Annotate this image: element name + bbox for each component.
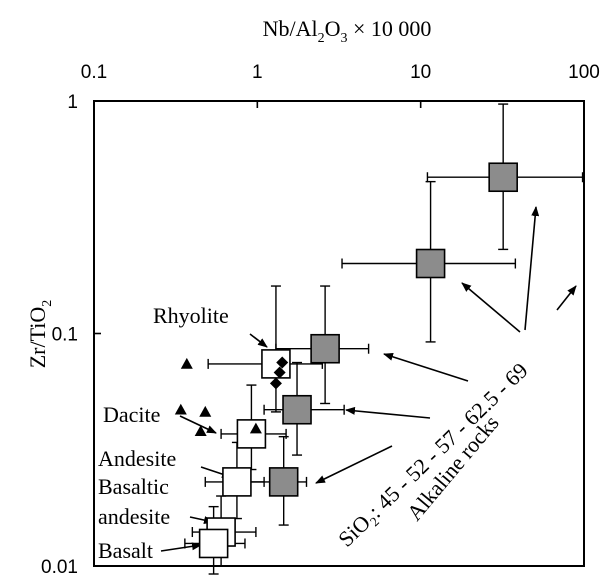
rock-labels: Rhyolite Dacite Andesite Basaltic andesi…	[98, 303, 229, 563]
arrow-sio2-62-5	[461, 282, 521, 333]
x-tick-label: 100	[568, 62, 600, 83]
sio2-annotation: SiO₂: 45 - 52 - 57 - 62.5 - 69	[333, 358, 533, 552]
rock-label-dacite: Dacite	[103, 402, 160, 427]
triangle-marker	[249, 422, 262, 434]
triangle-marker	[174, 403, 187, 415]
rock-label-andesite: Andesite	[98, 446, 176, 471]
filled-square-marker	[282, 394, 312, 425]
y-tick-label: 0.01	[41, 557, 78, 576]
arrow-sio2-45	[315, 445, 393, 484]
x-tick-label: 10	[410, 62, 431, 83]
marks-layer	[174, 162, 518, 559]
rock-label-basaltic: Basaltic	[98, 474, 169, 499]
triangle-marker	[180, 357, 193, 369]
rock-label-andesite-2: andesite	[98, 504, 170, 529]
open-square-marker	[222, 467, 252, 497]
rock-label-basalt: Basalt	[98, 538, 153, 563]
x-tick-label: 1	[252, 62, 263, 83]
arrow-alkaline	[556, 285, 577, 311]
diamond-marker	[269, 377, 282, 390]
y-tick-label: 0.1	[52, 325, 78, 346]
filled-square-marker	[415, 248, 446, 279]
arrow-sio2-52	[345, 406, 431, 419]
open-square-marker	[198, 528, 229, 559]
y-axis-label: Zr/TiO2	[25, 300, 55, 369]
arrow-sio2-69	[524, 206, 540, 331]
arrow-rhyolite	[249, 333, 268, 348]
filled-square-marker	[310, 333, 340, 364]
rock-label-rhyolite: Rhyolite	[153, 303, 229, 328]
diamond-marker	[273, 366, 286, 379]
arrow-basalt	[160, 542, 202, 552]
x-tick-label: 0.1	[81, 62, 107, 83]
triangle-marker	[194, 425, 207, 437]
triangle-marker	[199, 405, 212, 417]
filled-square-marker	[268, 467, 299, 497]
arrow-dacite	[179, 415, 217, 434]
y-tick-label: 1	[67, 92, 78, 113]
arrow-sio2-57	[383, 352, 469, 382]
open-square-marker	[236, 419, 267, 449]
filled-square-marker	[488, 162, 518, 193]
arrows-layer	[160, 206, 577, 552]
diamond-marker	[276, 356, 289, 369]
x-axis-label: Nb/Al2O3 × 10 000	[263, 16, 432, 46]
